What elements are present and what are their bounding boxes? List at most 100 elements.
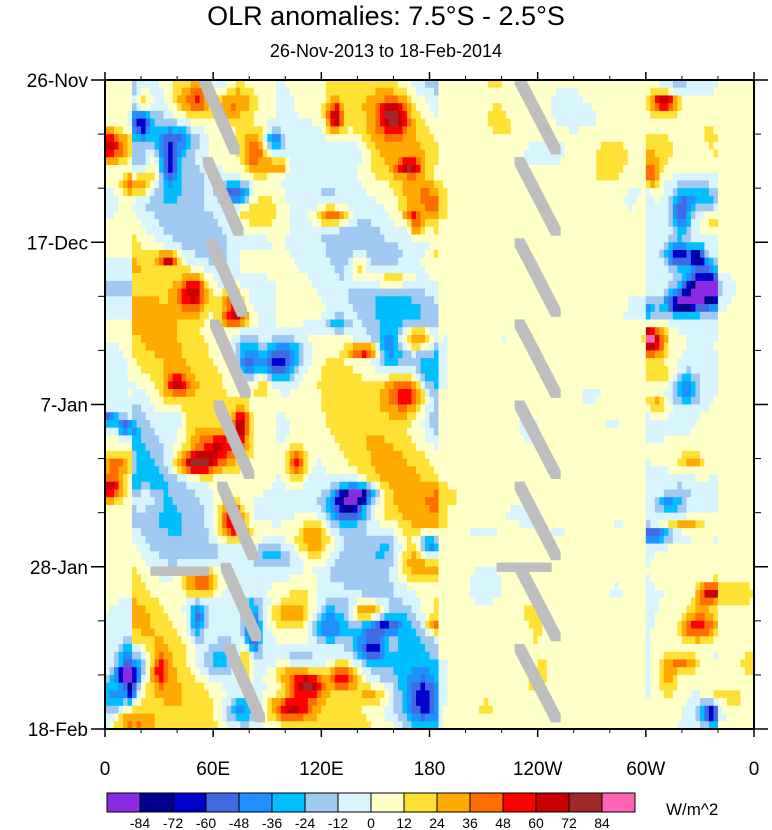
field-cell: [361, 257, 368, 267]
field-cell: [461, 249, 467, 259]
field-cell: [213, 342, 219, 352]
field-cell: [150, 87, 156, 97]
field-cell: [258, 288, 264, 297]
field-cell: [168, 110, 174, 120]
field-cell: [334, 249, 340, 259]
field-cell: [717, 95, 724, 104]
field-cell: [569, 265, 575, 274]
field-cell: [289, 273, 295, 282]
field-cell: [231, 304, 237, 313]
field-cell: [298, 296, 304, 305]
field-cell: [573, 87, 579, 97]
field-cell: [744, 319, 751, 328]
field-cell: [731, 172, 737, 182]
field-cell: [406, 288, 413, 297]
field-cell: [443, 311, 449, 321]
field-cell: [474, 280, 480, 290]
field-cell: [145, 304, 151, 313]
field-cell: [172, 249, 178, 259]
field-cell: [609, 172, 615, 182]
field-cell: [271, 157, 277, 166]
field-cell: [190, 172, 196, 182]
field-cell: [659, 234, 665, 243]
field-cell: [434, 110, 440, 120]
field-cell: [303, 211, 309, 220]
field-cell: [474, 288, 480, 297]
field-cell: [605, 118, 611, 127]
field-cell: [163, 219, 169, 228]
field-cell: [686, 304, 692, 313]
field-cell: [524, 234, 530, 243]
field-cell: [443, 342, 449, 352]
field-cell: [749, 87, 754, 97]
field-cell: [492, 95, 498, 104]
field-cell: [154, 327, 160, 336]
field-cell: [262, 342, 268, 352]
field-cell: [524, 211, 530, 220]
field-cell: [470, 87, 476, 97]
field-cell: [195, 188, 201, 197]
field-cell: [253, 311, 259, 321]
field-cell: [551, 95, 557, 104]
field-cell: [294, 211, 300, 220]
field-cell: [348, 180, 354, 189]
field-cell: [114, 304, 120, 313]
field-cell: [150, 242, 156, 251]
field-cell: [677, 319, 683, 328]
field-cell: [235, 334, 241, 344]
field-cell: [105, 87, 111, 97]
field-cell: [447, 141, 453, 151]
field-cell: [645, 195, 651, 205]
field-cell: [231, 188, 237, 197]
field-cell: [587, 304, 593, 313]
field-cell: [159, 103, 165, 112]
field-cell: [307, 334, 313, 344]
field-cell: [375, 211, 381, 220]
field-cell: [735, 334, 742, 344]
field-cell: [465, 334, 471, 344]
field-cell: [713, 180, 719, 189]
field-cell: [132, 226, 138, 236]
field-cell: [226, 188, 232, 197]
field-cell: [285, 134, 291, 143]
field-cell: [366, 172, 372, 182]
field-cell: [384, 342, 390, 352]
field-cell: [262, 157, 268, 166]
field-cell: [321, 296, 327, 305]
field-cell: [519, 273, 525, 282]
field-cell: [461, 95, 467, 104]
field-cell: [105, 219, 111, 228]
field-cell: [618, 172, 624, 182]
field-cell: [596, 296, 602, 305]
field-cell: [316, 180, 322, 189]
field-cell: [114, 134, 120, 143]
field-cell: [632, 103, 638, 112]
field-cell: [659, 327, 665, 336]
field-cell: [573, 172, 579, 182]
field-cell: [465, 319, 471, 328]
field-cell: [722, 80, 728, 89]
field-cell: [289, 249, 295, 259]
field-cell: [154, 141, 160, 151]
field-cell: [393, 211, 399, 220]
field-cell: [262, 296, 268, 305]
field-cell: [132, 334, 138, 344]
field-cell: [564, 172, 570, 182]
field-cell: [690, 118, 697, 127]
field-cell: [267, 319, 273, 328]
field-cell: [713, 334, 719, 344]
field-cell: [713, 304, 719, 313]
field-cell: [145, 180, 151, 189]
field-cell: [249, 319, 255, 328]
field-cell: [204, 249, 210, 259]
field-cell: [524, 134, 530, 143]
field-cell: [181, 319, 187, 328]
field-cell: [672, 288, 678, 297]
field-cell: [465, 157, 471, 166]
field-cell: [258, 249, 264, 259]
field-cell: [231, 103, 237, 112]
field-cell: [361, 334, 368, 344]
field-cell: [645, 211, 651, 220]
field-cell: [420, 304, 426, 313]
field-cell: [704, 172, 710, 182]
